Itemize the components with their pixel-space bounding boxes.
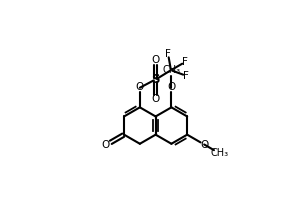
Text: O: O	[201, 140, 209, 150]
Text: O: O	[136, 82, 144, 92]
Text: F: F	[183, 71, 189, 81]
Text: O: O	[101, 140, 110, 150]
Text: O: O	[151, 94, 160, 104]
Text: F: F	[182, 57, 188, 67]
Text: O: O	[167, 82, 175, 92]
Text: CH₃: CH₃	[211, 148, 229, 158]
Text: CH₃: CH₃	[162, 65, 181, 75]
Text: S: S	[151, 73, 160, 86]
Text: F: F	[165, 49, 171, 59]
Text: O: O	[151, 55, 160, 65]
